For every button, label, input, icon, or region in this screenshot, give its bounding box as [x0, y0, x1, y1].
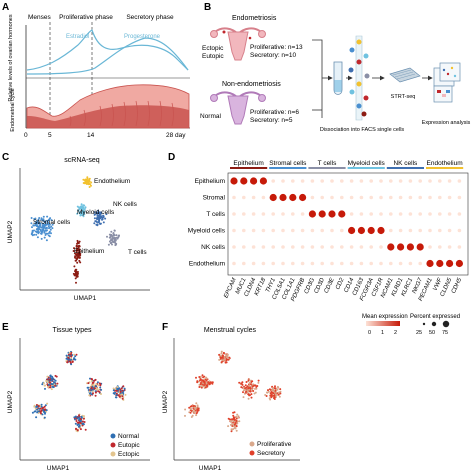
estradiol-curve — [26, 29, 189, 71]
phase-secretory: Secretory phase — [126, 14, 174, 21]
phase-menses: Menses — [28, 14, 52, 21]
tick-28: 28 day — [166, 132, 186, 139]
label-progesterone: Progesterone — [124, 34, 161, 40]
panel-letter-a: A — [2, 2, 9, 13]
phase-proliferative: Proliferative phase — [59, 14, 113, 21]
ylabel-endometrial-cycle: Endometrial cycle — [10, 88, 16, 131]
tick-5: 5 — [48, 132, 52, 139]
label-estradiol: Estradiol — [66, 34, 89, 40]
ylabel-hormones: Relative levels of ovarian hormones — [8, 14, 14, 101]
tick-0: 0 — [24, 132, 28, 139]
tick-14: 14 — [87, 132, 95, 139]
progesterone-curve — [26, 37, 189, 75]
